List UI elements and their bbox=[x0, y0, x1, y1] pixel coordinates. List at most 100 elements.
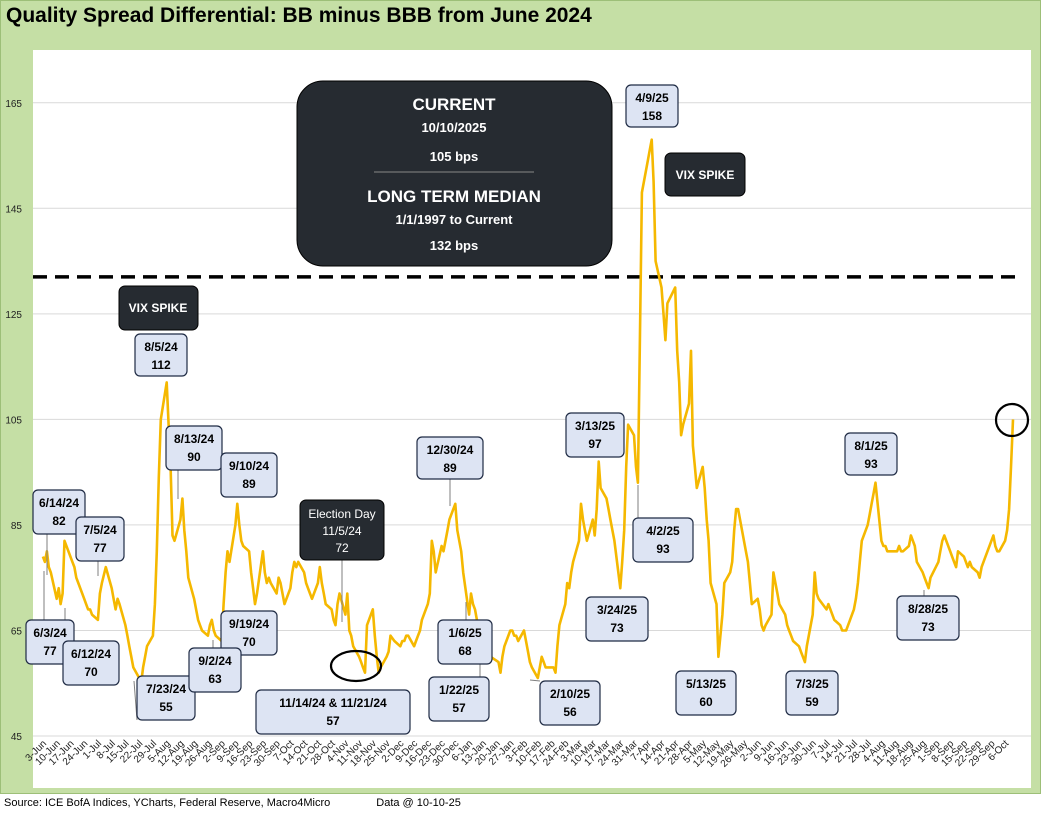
callout-7-3-25: 7/3/25 59 bbox=[785, 670, 839, 716]
callout-4-9-25: 4/9/25 158 bbox=[625, 84, 679, 128]
callout-8-13-24: 8/13/24 90 bbox=[165, 425, 223, 471]
annotation-layer: 6/14/24 82 7/5/24 77 6/3/24 77 6/12/24 70 8/5/24… bbox=[25, 80, 960, 735]
callout-6-14-24: 6/14/24 82 bbox=[32, 489, 86, 535]
callout-value: 70 bbox=[84, 665, 98, 679]
callout-box bbox=[896, 595, 960, 641]
series-line bbox=[41, 138, 1015, 685]
election-day-label: Election Day 11/5/24 72 bbox=[299, 499, 385, 561]
callout-date: 1/22/25 bbox=[439, 683, 479, 697]
leader-line bbox=[529, 679, 541, 682]
callout-4-2-25: 4/2/25 93 bbox=[632, 517, 694, 563]
callout-value: 89 bbox=[242, 477, 256, 491]
callout-1-22-25: 1/22/25 57 bbox=[428, 676, 490, 722]
current-median-box: CURRENT 10/10/2025 105 bps LONG TERM MEDIAN… bbox=[296, 80, 613, 267]
callout-box bbox=[220, 452, 278, 498]
callout-12-30-24: 12/30/24 89 bbox=[416, 436, 484, 480]
callout-date: 1/6/25 bbox=[448, 626, 482, 640]
callout-value: 73 bbox=[610, 621, 624, 635]
callout-value: 55 bbox=[159, 700, 173, 714]
callout-value: 82 bbox=[52, 514, 66, 528]
callout-6-12-24: 6/12/24 70 bbox=[62, 640, 120, 686]
callout-box bbox=[75, 516, 125, 562]
callout-date: 8/1/25 bbox=[854, 439, 888, 453]
y-axis: 45 65 85 105 125 145 165 bbox=[5, 99, 22, 743]
callout-date: 3/24/25 bbox=[597, 603, 637, 617]
callout-date: 6/14/24 bbox=[39, 496, 79, 510]
callout-box bbox=[844, 432, 898, 476]
callout-11-14-24-11-21-24: 11/14/24 & 11/21/24 57 bbox=[255, 689, 411, 735]
highlight-ellipse bbox=[329, 649, 383, 683]
callout-box bbox=[585, 596, 649, 642]
callout-date: 3/13/25 bbox=[575, 419, 615, 433]
data-date-note: Data @ 10-10-25 bbox=[376, 797, 461, 809]
vix-spike-label-2-bg bbox=[664, 152, 746, 197]
callout-value: 73 bbox=[921, 620, 935, 634]
callout-7-23-24: 7/23/24 55 bbox=[136, 675, 196, 721]
callout-box bbox=[632, 517, 694, 563]
callout-box bbox=[134, 333, 188, 377]
y-tick-label: 45 bbox=[11, 732, 23, 743]
callout-9-2-24: 9/2/24 63 bbox=[188, 647, 242, 693]
callout-box bbox=[785, 670, 839, 716]
callout-value: 77 bbox=[93, 541, 107, 555]
current-date: 10/10/2025 bbox=[421, 120, 486, 135]
callout-date: 7/5/24 bbox=[83, 523, 117, 537]
y-tick-label: 165 bbox=[5, 99, 22, 110]
callout-box bbox=[220, 610, 278, 656]
median-value: 132 bps bbox=[430, 238, 478, 253]
callout-value: 70 bbox=[242, 635, 256, 649]
callout-box bbox=[136, 675, 196, 721]
callout-value: 89 bbox=[443, 461, 457, 475]
current-value: 105 bps bbox=[430, 149, 478, 164]
callout-7-5-24: 7/5/24 77 bbox=[75, 516, 125, 562]
callout-date: 7/3/25 bbox=[795, 677, 829, 691]
callout-5-13-25: 5/13/25 60 bbox=[675, 670, 737, 716]
current-box-bg bbox=[296, 80, 613, 267]
callout-date: 11/14/24 & 11/21/24 bbox=[279, 696, 387, 710]
series-layer bbox=[41, 138, 1015, 685]
callout-1-6-25: 1/6/25 68 bbox=[437, 619, 493, 665]
callout-box bbox=[255, 689, 411, 735]
callout-8-5-24: 8/5/24 112 bbox=[134, 333, 188, 377]
callout-box bbox=[437, 619, 493, 665]
callout-value: 158 bbox=[642, 109, 662, 123]
median-heading: LONG TERM MEDIAN bbox=[367, 187, 541, 206]
vix-spike-text: VIX SPIKE bbox=[676, 168, 735, 182]
callout-date: 9/2/24 bbox=[198, 654, 232, 668]
callout-date: 12/30/24 bbox=[427, 443, 474, 457]
callout-date: 9/19/24 bbox=[229, 617, 269, 631]
callout-box bbox=[188, 647, 242, 693]
callout-value: 59 bbox=[805, 695, 819, 709]
callout-value: 93 bbox=[656, 542, 670, 556]
callout-date: 2/10/25 bbox=[550, 687, 590, 701]
callout-date: 8/28/25 bbox=[908, 602, 948, 616]
callout-8-1-25: 8/1/25 93 bbox=[844, 432, 898, 476]
vix-spike-label-1: VIX SPIKE bbox=[118, 285, 199, 331]
callout-value: 68 bbox=[458, 644, 472, 658]
callout-6-3-24: 6/3/24 77 bbox=[25, 619, 75, 665]
callout-date: 8/13/24 bbox=[174, 432, 214, 446]
vix-spike-text: VIX SPIKE bbox=[129, 301, 188, 315]
callout-date: 7/23/24 bbox=[146, 682, 186, 696]
x-axis: 3-Jun10-Jun17-Jun24-Jun1-Jul8-Jul15-Jul2… bbox=[24, 738, 1012, 770]
callout-value: 57 bbox=[326, 714, 340, 728]
callout-9-19-24: 9/19/24 70 bbox=[220, 610, 278, 656]
chart-title: Quality Spread Differential: BB minus BB… bbox=[6, 4, 592, 27]
vix-spike-label-1-bg bbox=[118, 285, 199, 331]
callout-date: 9/10/24 bbox=[229, 459, 269, 473]
callout-2-10-25: 2/10/25 56 bbox=[539, 680, 601, 726]
y-tick-label: 85 bbox=[11, 521, 23, 532]
callout-box bbox=[565, 412, 625, 458]
election-day-text: Election Day bbox=[308, 507, 375, 521]
leader-lines bbox=[43, 402, 1030, 721]
callout-value: 90 bbox=[187, 450, 201, 464]
callout-value: 97 bbox=[588, 437, 602, 451]
callout-date: 5/13/25 bbox=[686, 677, 726, 691]
callout-box bbox=[625, 84, 679, 128]
callout-value: 57 bbox=[452, 701, 466, 715]
y-tick-label: 145 bbox=[5, 204, 22, 215]
callout-date: 4/2/25 bbox=[646, 524, 680, 538]
callout-box bbox=[416, 436, 484, 480]
y-tick-label: 65 bbox=[11, 626, 23, 637]
